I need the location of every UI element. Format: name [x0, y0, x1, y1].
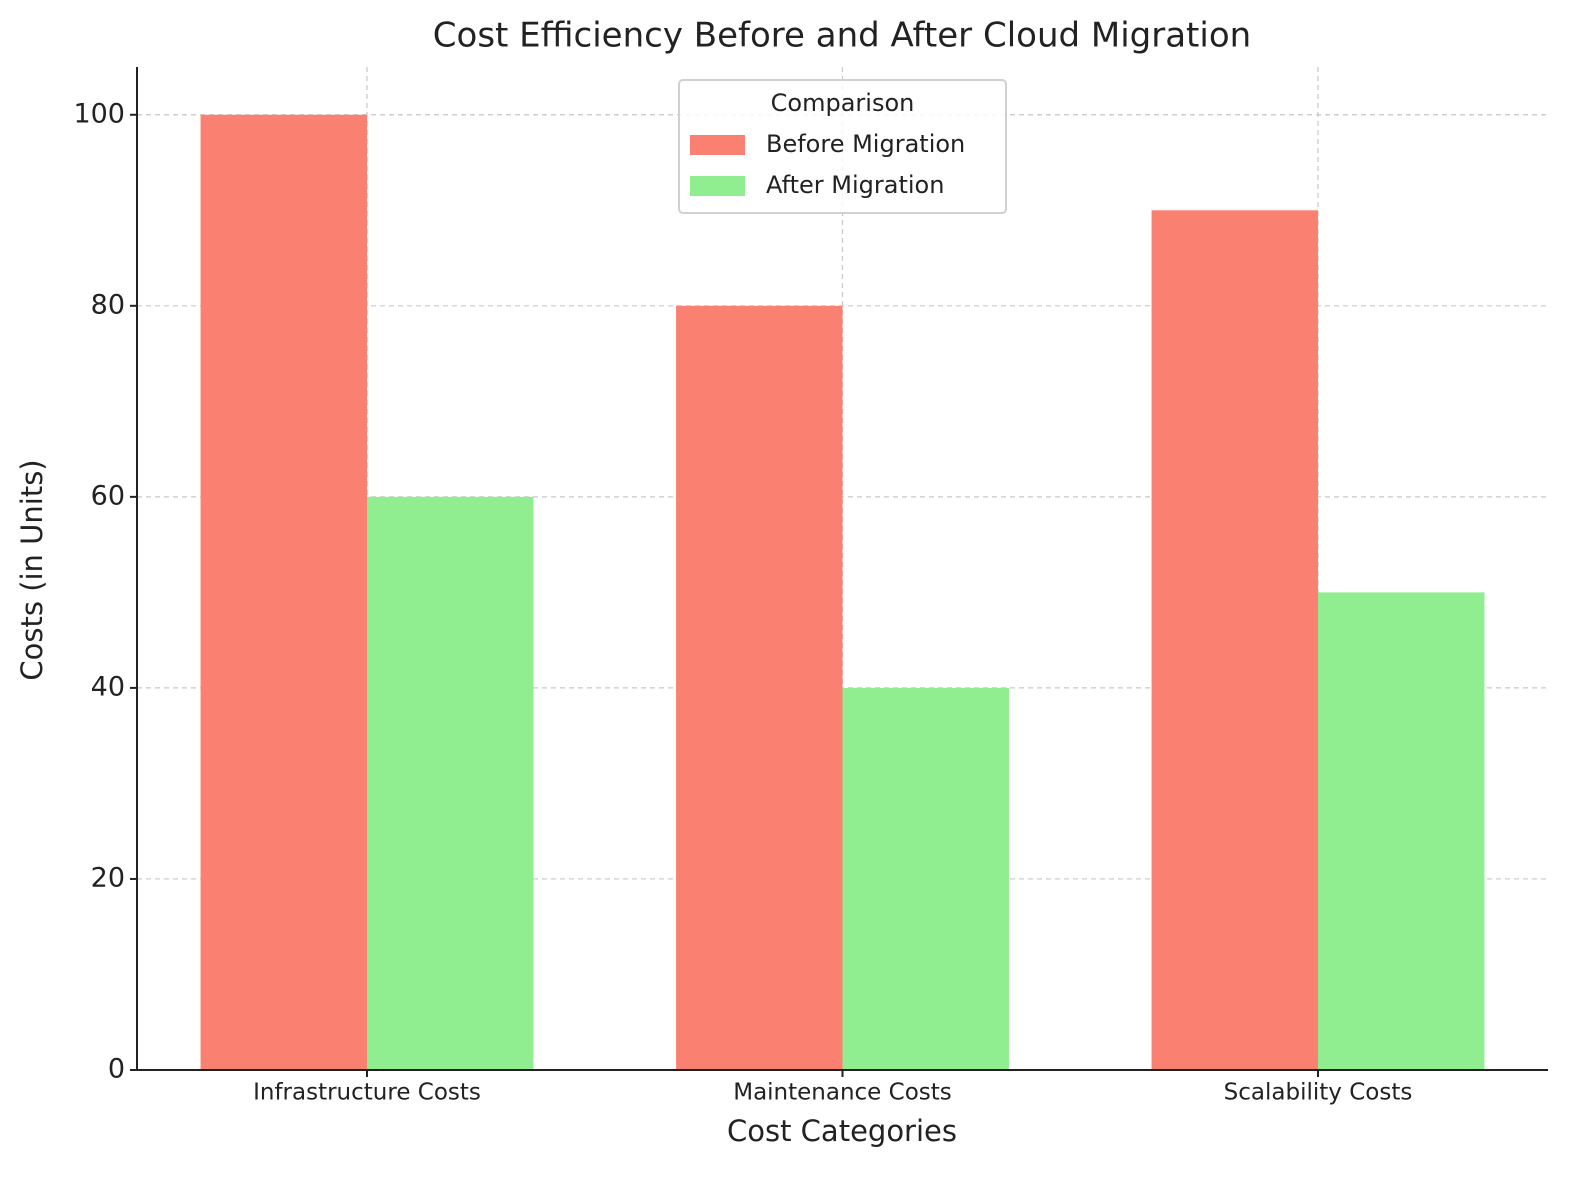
- y-tick-label: 20: [91, 862, 125, 893]
- y-tick-label: 80: [91, 289, 125, 320]
- y-tick-label: 0: [108, 1054, 125, 1085]
- legend-label: Before Migration: [766, 130, 965, 158]
- legend-swatch: [690, 135, 745, 155]
- y-tick-label: 100: [73, 98, 125, 129]
- x-axis-label: Cost Categories: [727, 1114, 957, 1148]
- x-tick-label: Scalability Costs: [1224, 1080, 1413, 1106]
- bar: [842, 687, 1009, 1070]
- bar: [200, 114, 367, 1070]
- x-tick-label: Infrastructure Costs: [253, 1080, 481, 1106]
- y-tick-label: 60: [91, 480, 125, 511]
- bar: [1151, 210, 1318, 1071]
- bar: [676, 305, 843, 1070]
- bar: [367, 496, 534, 1070]
- x-tick-label: Maintenance Costs: [733, 1080, 952, 1106]
- legend-box: [678, 79, 1007, 214]
- legend-swatch: [690, 176, 745, 196]
- bar: [1318, 592, 1485, 1070]
- y-tick-label: 40: [91, 671, 125, 702]
- chart-title: Cost Efficiency Before and After Cloud M…: [433, 16, 1251, 56]
- legend-label: After Migration: [766, 171, 944, 199]
- legend-title: Comparison: [771, 89, 915, 117]
- y-axis-label: Costs (in Units): [15, 459, 49, 680]
